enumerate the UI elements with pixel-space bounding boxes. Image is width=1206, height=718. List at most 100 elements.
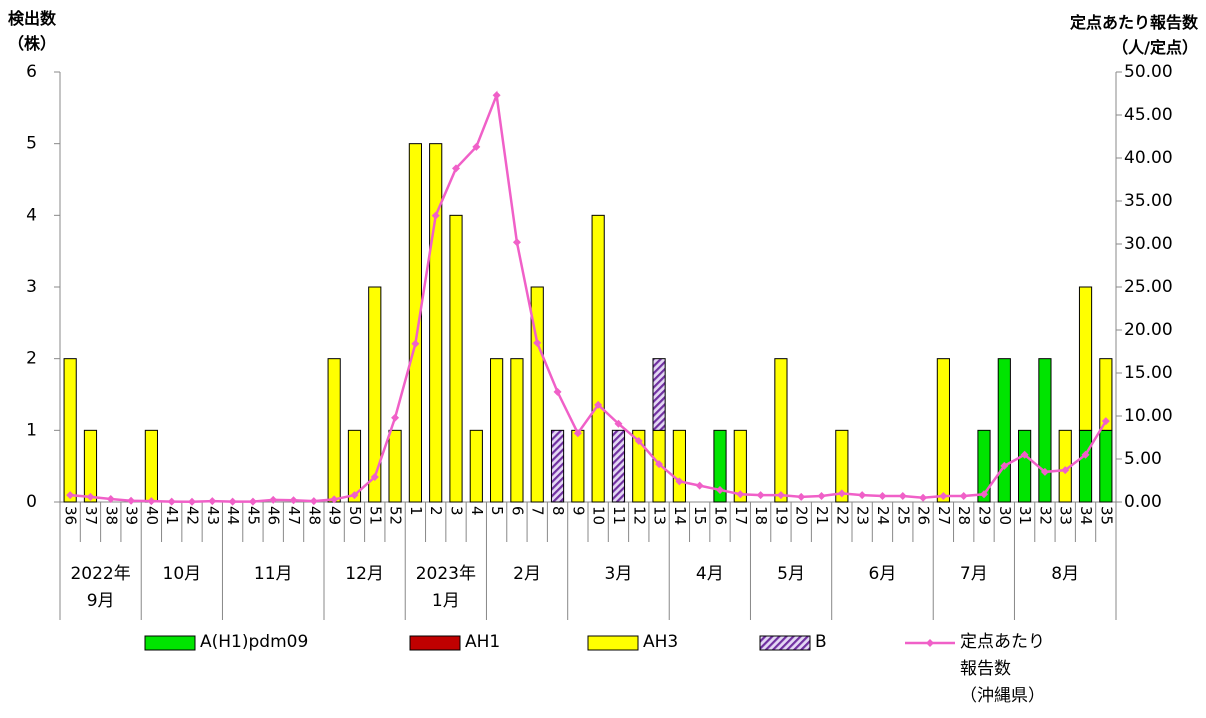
bar [591, 214, 605, 503]
x-tick-label: 31 [1016, 506, 1034, 525]
marker [776, 491, 785, 500]
bar [977, 429, 991, 503]
y2-tick-label: 25.00 [1124, 277, 1173, 297]
x-tick-label: 14 [671, 506, 689, 525]
marker [837, 489, 846, 498]
bar [936, 358, 950, 503]
x-tick-label: 2 [427, 506, 445, 516]
marker [655, 460, 664, 469]
x-tick-label: 7 [529, 506, 547, 516]
marker [289, 496, 298, 505]
bar [388, 429, 402, 503]
y-tick-label: 0 [26, 492, 37, 512]
x-tick-label: 28 [955, 506, 973, 525]
bar [368, 286, 382, 503]
marker [817, 491, 826, 500]
bar [510, 358, 524, 503]
bar [571, 429, 585, 503]
bar [550, 429, 565, 503]
x-tick-label: 3 [448, 506, 466, 516]
marker [756, 491, 765, 500]
marker [309, 497, 318, 506]
x-tick-label: 32 [1036, 506, 1054, 525]
x-tick-label: 16 [712, 506, 730, 525]
marker [573, 429, 582, 438]
marker [208, 497, 217, 506]
x-tick-label: 40 [143, 506, 161, 525]
group-label: 2月 [513, 564, 541, 584]
x-tick-label: 5 [488, 506, 506, 516]
marker [614, 419, 623, 428]
y-tick-label: 1 [26, 420, 37, 440]
bar [408, 143, 422, 503]
marker [1040, 467, 1049, 476]
x-tick-label: 46 [265, 506, 283, 525]
marker [167, 497, 176, 506]
y2-tick-label: 20.00 [1124, 320, 1173, 340]
legend-swatch [587, 635, 639, 651]
x-tick-label: 51 [366, 506, 384, 525]
group-label: 11月 [253, 564, 293, 584]
marker [858, 491, 867, 500]
x-tick-label: 47 [285, 506, 303, 525]
group-label: 8月 [1051, 564, 1080, 584]
bar [347, 429, 362, 503]
x-tick-label: 39 [123, 506, 141, 525]
marker [66, 491, 75, 500]
marker [533, 338, 542, 347]
marker [411, 339, 420, 348]
group-label: 4月 [695, 564, 724, 584]
marker [716, 485, 724, 494]
y-tick-label: 4 [26, 205, 37, 225]
x-tick-label: 30 [996, 506, 1014, 525]
y-axis-title: 検出数 （株） [8, 9, 57, 53]
x-tick-label: 34 [1077, 506, 1095, 525]
line [70, 90, 1107, 503]
x-tick-label: 42 [184, 506, 202, 525]
x-tick-label: 50 [346, 506, 364, 525]
bar [449, 214, 463, 503]
marker [188, 497, 196, 506]
y-tick-label: 5 [26, 134, 37, 154]
bar [713, 429, 727, 503]
y2-tick-label: 15.00 [1124, 363, 1173, 383]
x-tick-label: 23 [854, 506, 872, 525]
marker [797, 492, 806, 501]
y2-axis-title: 定点あたり報告数 （人/定点） [1069, 13, 1198, 57]
bar [469, 429, 483, 503]
bar [63, 358, 77, 503]
marker [350, 491, 359, 500]
x-tick-label: 41 [163, 506, 181, 525]
x-tick-label: 44 [224, 506, 242, 525]
x-tick-label: 22 [833, 506, 851, 525]
legend-label: A(H1)pdm09 [200, 632, 309, 652]
x-tick-label: 29 [976, 506, 994, 525]
legend-swatch [759, 635, 811, 651]
bar [774, 358, 788, 503]
x-tick-label: 38 [102, 506, 120, 525]
marker [1101, 417, 1110, 426]
x-tick-label: 36 [62, 506, 80, 525]
bar [632, 429, 646, 503]
group-label: 5月 [777, 564, 805, 584]
marker [106, 494, 115, 503]
legend-label: AH1 [465, 632, 501, 652]
marker [939, 491, 948, 500]
bar [1078, 429, 1093, 503]
bar [327, 358, 341, 503]
marker [1081, 450, 1090, 459]
group-label: 10月 [162, 564, 202, 584]
x-tick-label: 11 [610, 506, 628, 525]
bar [733, 429, 747, 503]
x-tick-label: 1 [407, 506, 425, 516]
y2-tick-label: 5.00 [1124, 449, 1162, 469]
bar [1099, 429, 1113, 503]
bar [835, 429, 849, 503]
marker [634, 436, 643, 445]
group-label: 6月 [868, 564, 897, 584]
x-tick-label: 52 [387, 506, 405, 525]
bar [997, 358, 1011, 503]
marker [919, 493, 928, 502]
